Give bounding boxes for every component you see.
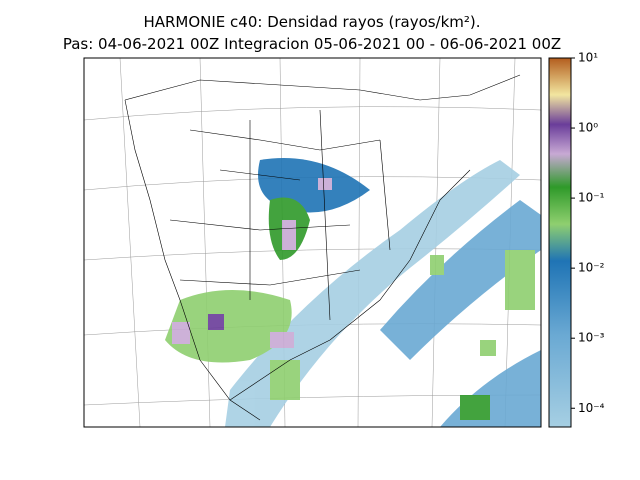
map: [84, 58, 541, 427]
map-frame: [83, 57, 542, 428]
title: HARMONIE c40: Densidad rayos (rayos/km²)…: [143, 13, 480, 31]
lightning-density: [165, 158, 541, 427]
coastline: [124, 74, 521, 421]
colorbar-tick-label: 10¹: [578, 51, 598, 65]
colorbar-tick-label: 10⁻³: [578, 331, 605, 345]
colorbar-tick-label: 10⁻²: [578, 261, 605, 275]
colorbar-tick-label: 10⁰: [578, 121, 598, 135]
subtitle: Pas: 04-06-2021 00Z Integracion 05-06-20…: [63, 35, 561, 53]
colorbar: [548, 57, 572, 428]
colorbar-tick-label: 10⁻¹: [578, 191, 605, 205]
colorbar-tick-label: 10⁻⁴: [578, 401, 605, 415]
